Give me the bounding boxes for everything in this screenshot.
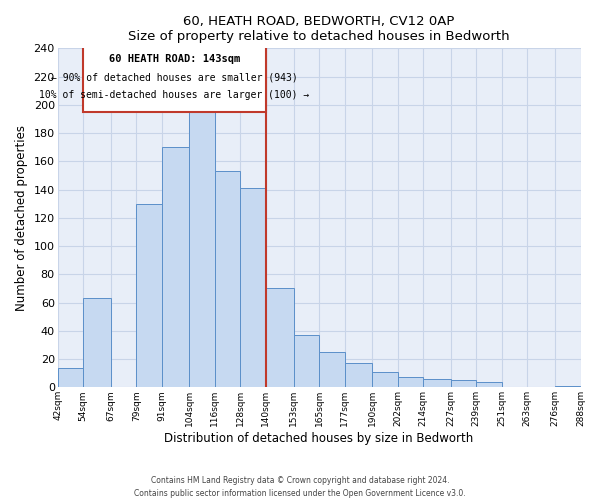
Bar [162,147,190,388]
Text: Contains HM Land Registry data © Crown copyright and database right 2024.
Contai: Contains HM Land Registry data © Crown c… [134,476,466,498]
Bar [344,364,372,388]
Text: 60 HEATH ROAD: 143sqm: 60 HEATH ROAD: 143sqm [109,54,240,64]
Bar [293,335,319,388]
Bar [215,171,241,388]
Bar [136,204,162,388]
X-axis label: Distribution of detached houses by size in Bedworth: Distribution of detached houses by size … [164,432,473,445]
Bar [372,372,398,388]
Bar [451,380,476,388]
Bar [319,352,344,388]
Text: ← 90% of detached houses are smaller (943): ← 90% of detached houses are smaller (94… [51,72,298,83]
Bar [555,386,580,388]
Bar [190,105,215,388]
Bar [266,288,293,388]
Bar [58,368,83,388]
Bar [83,298,111,388]
Bar [423,379,451,388]
Text: 10% of semi-detached houses are larger (100) →: 10% of semi-detached houses are larger (… [40,90,310,101]
FancyBboxPatch shape [83,46,266,112]
Bar [241,188,266,388]
Y-axis label: Number of detached properties: Number of detached properties [15,125,28,311]
Bar [398,378,423,388]
Title: 60, HEATH ROAD, BEDWORTH, CV12 0AP
Size of property relative to detached houses : 60, HEATH ROAD, BEDWORTH, CV12 0AP Size … [128,15,510,43]
Bar [476,382,502,388]
